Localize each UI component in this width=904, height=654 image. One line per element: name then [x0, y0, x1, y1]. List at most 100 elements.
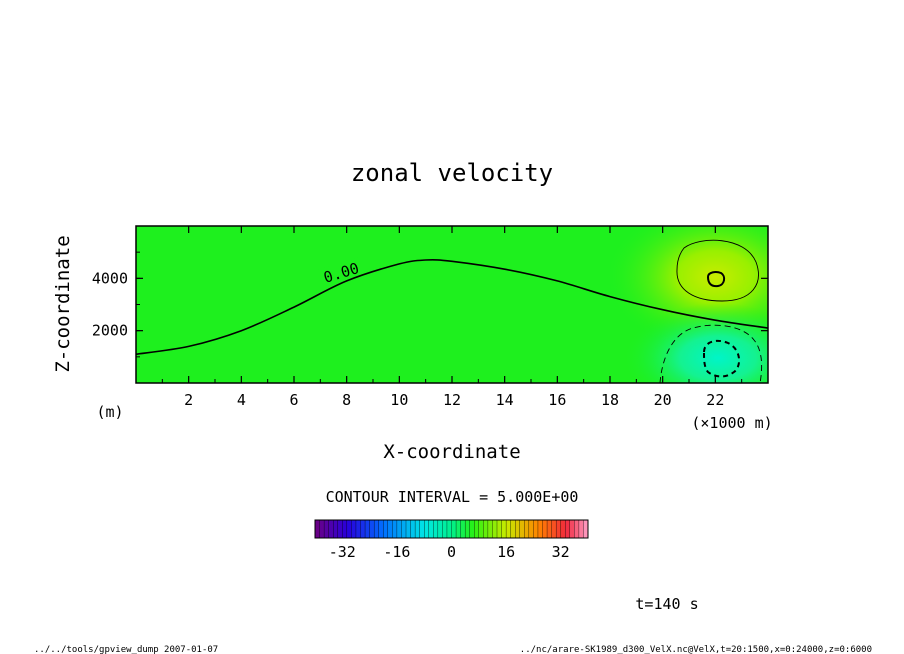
colorbar-cell [455, 519, 462, 539]
colorbar-tick-label: 32 [552, 543, 570, 561]
colorbar-cell [474, 519, 480, 539]
x-tick-label: 8 [342, 391, 351, 409]
colorbar-cell [483, 519, 489, 539]
colorbar-cell [346, 519, 352, 539]
y-tick-label: 2000 [92, 322, 128, 340]
colorbar-cell [355, 519, 361, 539]
colorbar-cell [555, 519, 562, 539]
contour-label-knockout [318, 257, 364, 286]
colorbar-cell [478, 519, 484, 539]
colorbar-cell [469, 519, 475, 539]
colorbar-cell [542, 519, 548, 539]
chart-title: zonal velocity [351, 159, 553, 187]
footer-right-note: ../nc/arare-SK1989_d300_VelX.nc@VelX,t=2… [520, 645, 872, 654]
colorbar-cell [451, 519, 457, 539]
colorbar-cell [360, 519, 366, 539]
colorbar-tick-label: 0 [447, 543, 456, 561]
x-tick-label: 2 [184, 391, 193, 409]
colorbar-cell [414, 519, 421, 539]
contour-negative-5 [659, 324, 763, 383]
colorbar-cell [351, 519, 357, 539]
colorbar-cell [328, 519, 334, 539]
colorbar-cell [546, 519, 553, 539]
colorbar-cell [378, 519, 384, 539]
contour-negative-10 [702, 339, 741, 378]
colorbar: -32 -16 0 16 32 [314, 519, 589, 561]
colorbar-cell [492, 519, 498, 539]
colorbar-cell [528, 519, 534, 539]
colorbar-cell [537, 519, 543, 539]
colorbar-cell [524, 519, 530, 539]
colorbar-cell [337, 519, 343, 539]
footer-left-note: ../../tools/gpview_dump 2007-01-07 [34, 645, 218, 654]
colorbar-cell [319, 519, 325, 539]
colorbar-tick-label: 16 [497, 543, 515, 561]
x-tick-label: 20 [654, 391, 672, 409]
x-tick-label: 12 [443, 391, 461, 409]
colorbar-tick-label: -16 [383, 543, 410, 561]
x-tick-label: 14 [496, 391, 514, 409]
colorbar-cell [515, 519, 521, 539]
colorbar-cell [364, 519, 371, 539]
colorbar-cell [501, 519, 507, 539]
x-axis-ticks: 2 4 6 8 10 12 14 16 18 20 22 [161, 226, 743, 409]
colorbar-cell [342, 519, 348, 539]
x-tick-label: 10 [390, 391, 408, 409]
colorbar-cell [460, 519, 466, 539]
x-tick-label: 4 [237, 391, 246, 409]
colorbar-frame [314, 519, 589, 539]
colorbar-cell [560, 519, 566, 539]
colorbar-cell [419, 519, 425, 539]
colorbar-cell [392, 519, 398, 539]
y-axis-label: Z-coordinate [52, 235, 74, 372]
colorbar-cell [314, 519, 321, 539]
x-tick-label: 22 [706, 391, 724, 409]
contour-positive-5 [676, 239, 759, 302]
colorbar-cell [369, 519, 375, 539]
colorbar-cell [487, 519, 493, 539]
colorbar-cell [428, 519, 434, 539]
colorbar-ticks: -32 -16 0 16 32 [329, 543, 570, 561]
colorbar-cell [383, 519, 389, 539]
colorbar-cell [396, 519, 402, 539]
colorbar-cell [405, 519, 412, 539]
colorbar-cell [446, 519, 452, 539]
colorbar-cell [410, 519, 416, 539]
colorbar-cell [569, 519, 575, 539]
colorbar-cell [333, 519, 339, 539]
colorbar-cell [433, 519, 439, 539]
colorbar-cell [464, 519, 471, 539]
colorbar-cell [323, 519, 330, 539]
contour-positive-10 [706, 271, 726, 288]
colorbar-cell [519, 519, 525, 539]
colorbar-cell [496, 519, 503, 539]
x-axis-unit: (×1000 m) [691, 414, 772, 432]
colorbar-cell [505, 519, 512, 539]
x-axis-label: X-coordinate [383, 441, 520, 463]
colorbar-cell [442, 519, 448, 539]
x-tick-label: 16 [548, 391, 566, 409]
colorbar-cell [565, 519, 571, 539]
colorbar-cells [314, 519, 589, 539]
time-label: t=140 s [635, 595, 698, 613]
colorbar-cell [533, 519, 539, 539]
colorbar-cell [424, 519, 430, 539]
x-tick-label: 6 [289, 391, 298, 409]
zero-contour-line [136, 259, 768, 355]
colorbar-cell [510, 519, 516, 539]
contour-interval-text: CONTOUR INTERVAL = 5.000E+00 [326, 488, 579, 506]
y-axis-ticks: 2000 4000 [92, 251, 768, 358]
colorbar-cell [437, 519, 443, 539]
colorbar-tick-label: -32 [329, 543, 356, 561]
x-tick-label: 18 [601, 391, 619, 409]
colorbar-cell [387, 519, 393, 539]
y-tick-label: 4000 [92, 269, 128, 287]
colorbar-cell [401, 519, 407, 539]
colorbar-cell [578, 519, 584, 539]
colorbar-cell [373, 519, 380, 539]
colorbar-cell [574, 519, 580, 539]
colorbar-cell [551, 519, 557, 539]
y-axis-unit: (m) [96, 403, 123, 421]
